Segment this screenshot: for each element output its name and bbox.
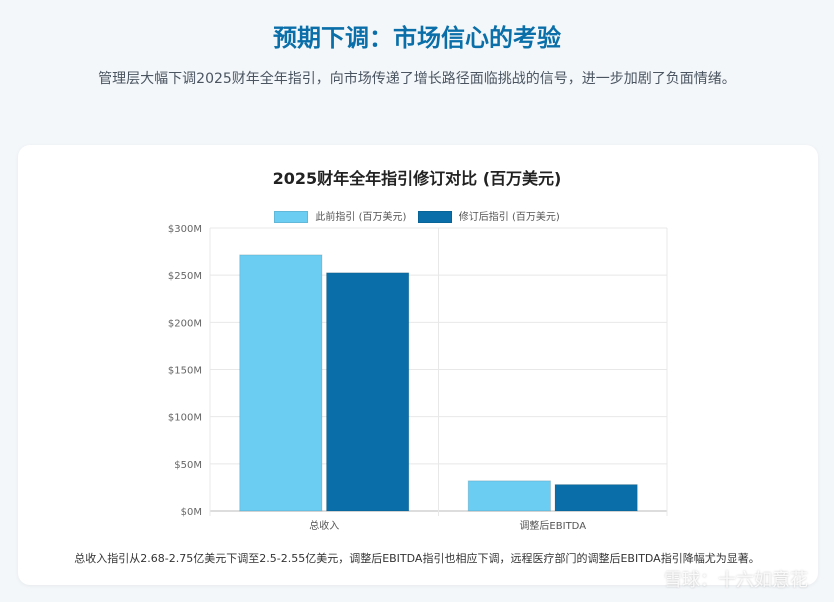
bar-previous bbox=[467, 480, 551, 512]
page-subtitle: 管理层大幅下调2025财年全年指引，向市场传递了增长路径面临挑战的信号，进一步加… bbox=[98, 71, 736, 87]
bar-revised bbox=[554, 484, 638, 512]
bar-revised bbox=[326, 272, 410, 512]
legend-label-revised: 修订后指引 (百万美元) bbox=[458, 212, 560, 223]
y-tick-label: $100M bbox=[168, 413, 202, 424]
y-tick-label: $250M bbox=[168, 271, 202, 282]
x-tick-label: 调整后EBITDA bbox=[519, 519, 586, 532]
legend-swatch-revised bbox=[417, 211, 452, 223]
y-tick-label: $50M bbox=[174, 460, 202, 471]
legend-item-revised[interactable]: 修订后指引 (百万美元) bbox=[417, 208, 560, 223]
legend-label-previous: 此前指引 (百万美元) bbox=[315, 212, 407, 223]
y-tick-label: $300M bbox=[168, 224, 202, 235]
y-tick-label: $150M bbox=[168, 366, 202, 377]
chart-footnote: 总收入指引从2.68-2.75亿美元下调至2.5-2.55亿美元，调整后EBIT… bbox=[74, 552, 760, 565]
y-tick-label: $200M bbox=[168, 318, 202, 329]
watermark: 雪球：十六如意花 bbox=[664, 570, 808, 591]
legend-swatch-previous bbox=[274, 211, 309, 223]
bar-previous bbox=[239, 254, 323, 512]
chart-legend: 此前指引 (百万美元) 修订后指引 (百万美元) bbox=[0, 208, 834, 223]
chart-title: 2025财年全年指引修订对比 (百万美元) bbox=[272, 169, 562, 188]
page-title: 预期下调：市场信心的考验 bbox=[273, 24, 561, 52]
x-tick-label: 总收入 bbox=[309, 519, 339, 532]
y-tick-label: $0M bbox=[181, 507, 202, 518]
legend-item-previous[interactable]: 此前指引 (百万美元) bbox=[274, 208, 406, 223]
